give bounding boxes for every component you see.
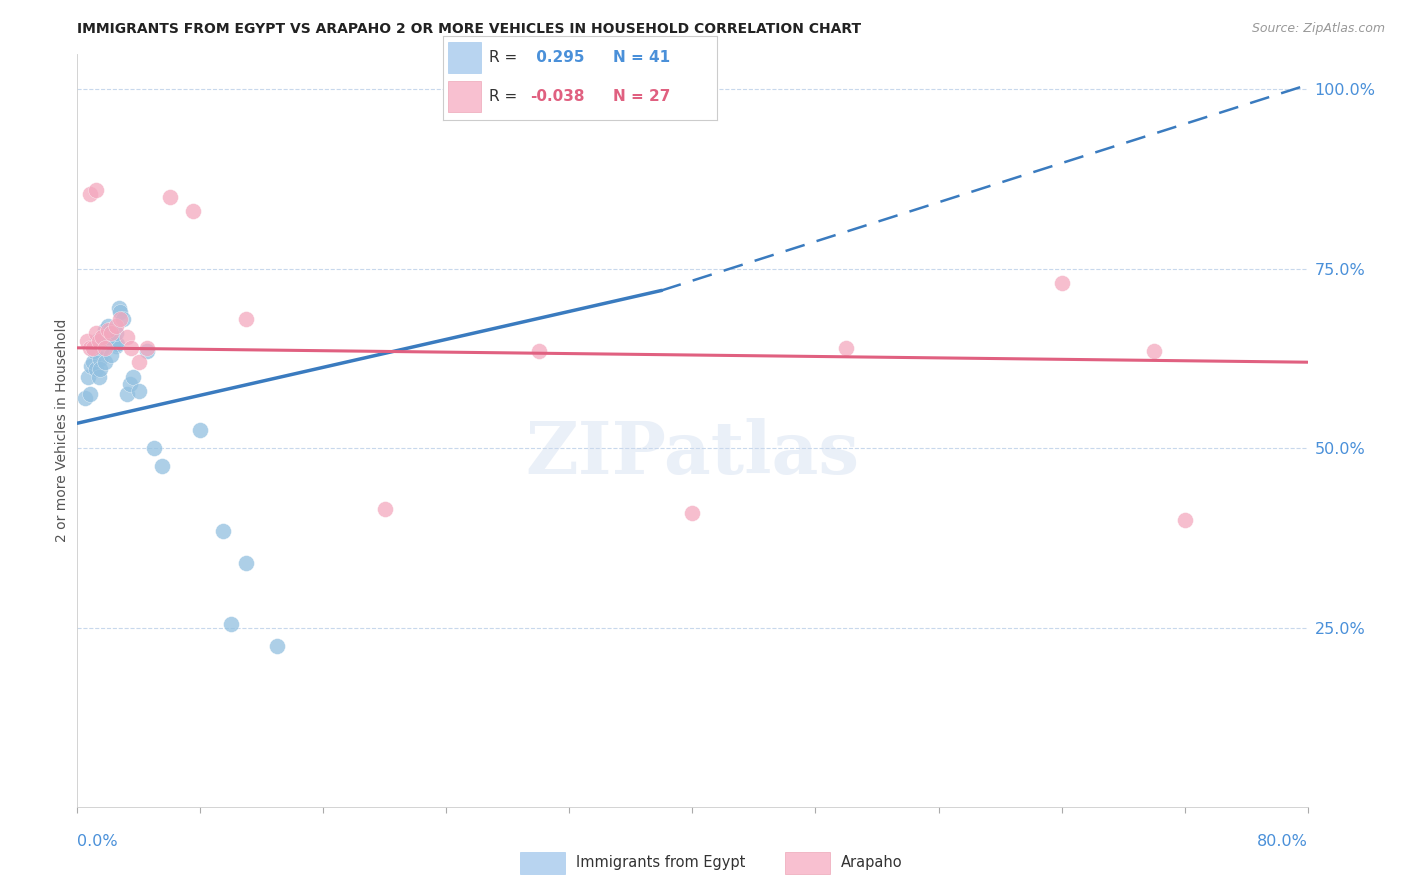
- Point: [115, 330, 138, 344]
- Point: [188, 424, 212, 438]
- Text: Arapaho: Arapaho: [841, 855, 903, 870]
- Point: [219, 617, 242, 632]
- Text: -0.038: -0.038: [530, 89, 585, 104]
- FancyBboxPatch shape: [449, 43, 481, 73]
- Point: [86, 334, 108, 348]
- Point: [83, 344, 105, 359]
- Point: [76, 334, 98, 348]
- Point: [1174, 513, 1197, 527]
- Point: [159, 190, 181, 204]
- Point: [93, 334, 115, 348]
- FancyBboxPatch shape: [449, 81, 481, 112]
- Text: N = 27: N = 27: [613, 89, 671, 104]
- Point: [100, 326, 122, 341]
- Point: [97, 323, 120, 337]
- Point: [104, 319, 127, 334]
- Point: [84, 362, 107, 376]
- Point: [90, 341, 114, 355]
- Point: [77, 369, 100, 384]
- Text: 0.0%: 0.0%: [77, 834, 118, 848]
- Point: [266, 639, 288, 653]
- Point: [128, 384, 150, 398]
- Point: [82, 355, 104, 369]
- Point: [112, 312, 135, 326]
- Point: [181, 204, 204, 219]
- Point: [374, 502, 396, 516]
- Point: [73, 391, 96, 405]
- Text: 0.295: 0.295: [530, 50, 583, 65]
- Point: [121, 369, 143, 384]
- Point: [104, 339, 127, 353]
- Text: IMMIGRANTS FROM EGYPT VS ARAPAHO 2 OR MORE VEHICLES IN HOUSEHOLD CORRELATION CHA: IMMIGRANTS FROM EGYPT VS ARAPAHO 2 OR MO…: [77, 22, 862, 37]
- Point: [94, 341, 117, 355]
- Point: [87, 369, 110, 384]
- Point: [101, 330, 124, 344]
- Point: [105, 337, 128, 351]
- Point: [89, 351, 111, 366]
- Text: Immigrants from Egypt: Immigrants from Egypt: [576, 855, 745, 870]
- Point: [1143, 344, 1166, 359]
- Point: [97, 319, 120, 334]
- Point: [96, 326, 118, 341]
- Point: [98, 323, 121, 337]
- Point: [835, 341, 858, 355]
- Point: [100, 348, 122, 362]
- Point: [128, 355, 150, 369]
- Text: N = 41: N = 41: [613, 50, 671, 65]
- Point: [104, 326, 127, 341]
- Point: [103, 335, 125, 350]
- Y-axis label: 2 or more Vehicles in Household: 2 or more Vehicles in Household: [55, 318, 69, 542]
- Point: [150, 459, 173, 474]
- Point: [79, 387, 101, 401]
- Point: [110, 305, 132, 319]
- Point: [80, 359, 103, 373]
- Point: [108, 301, 131, 316]
- Point: [110, 312, 132, 326]
- Text: R =: R =: [489, 50, 523, 65]
- Point: [1050, 277, 1073, 291]
- Point: [143, 442, 166, 456]
- Point: [527, 344, 550, 359]
- Point: [135, 344, 157, 359]
- Point: [82, 341, 104, 355]
- Point: [97, 330, 120, 344]
- Point: [120, 341, 142, 355]
- Text: 80.0%: 80.0%: [1257, 834, 1308, 848]
- Text: R =: R =: [489, 89, 523, 104]
- Point: [84, 326, 107, 341]
- Text: Source: ZipAtlas.com: Source: ZipAtlas.com: [1251, 22, 1385, 36]
- Point: [79, 341, 101, 355]
- Text: ZIPatlas: ZIPatlas: [526, 417, 859, 489]
- Point: [89, 362, 111, 376]
- Point: [94, 323, 117, 337]
- Point: [212, 524, 235, 538]
- Point: [87, 334, 110, 348]
- Point: [94, 355, 117, 369]
- Point: [90, 330, 114, 344]
- Point: [100, 326, 122, 341]
- Point: [682, 506, 704, 520]
- Point: [135, 341, 157, 355]
- Point: [235, 312, 257, 326]
- Point: [79, 186, 101, 201]
- Point: [115, 387, 138, 401]
- Point: [235, 556, 257, 570]
- Point: [118, 376, 141, 391]
- Point: [84, 183, 107, 197]
